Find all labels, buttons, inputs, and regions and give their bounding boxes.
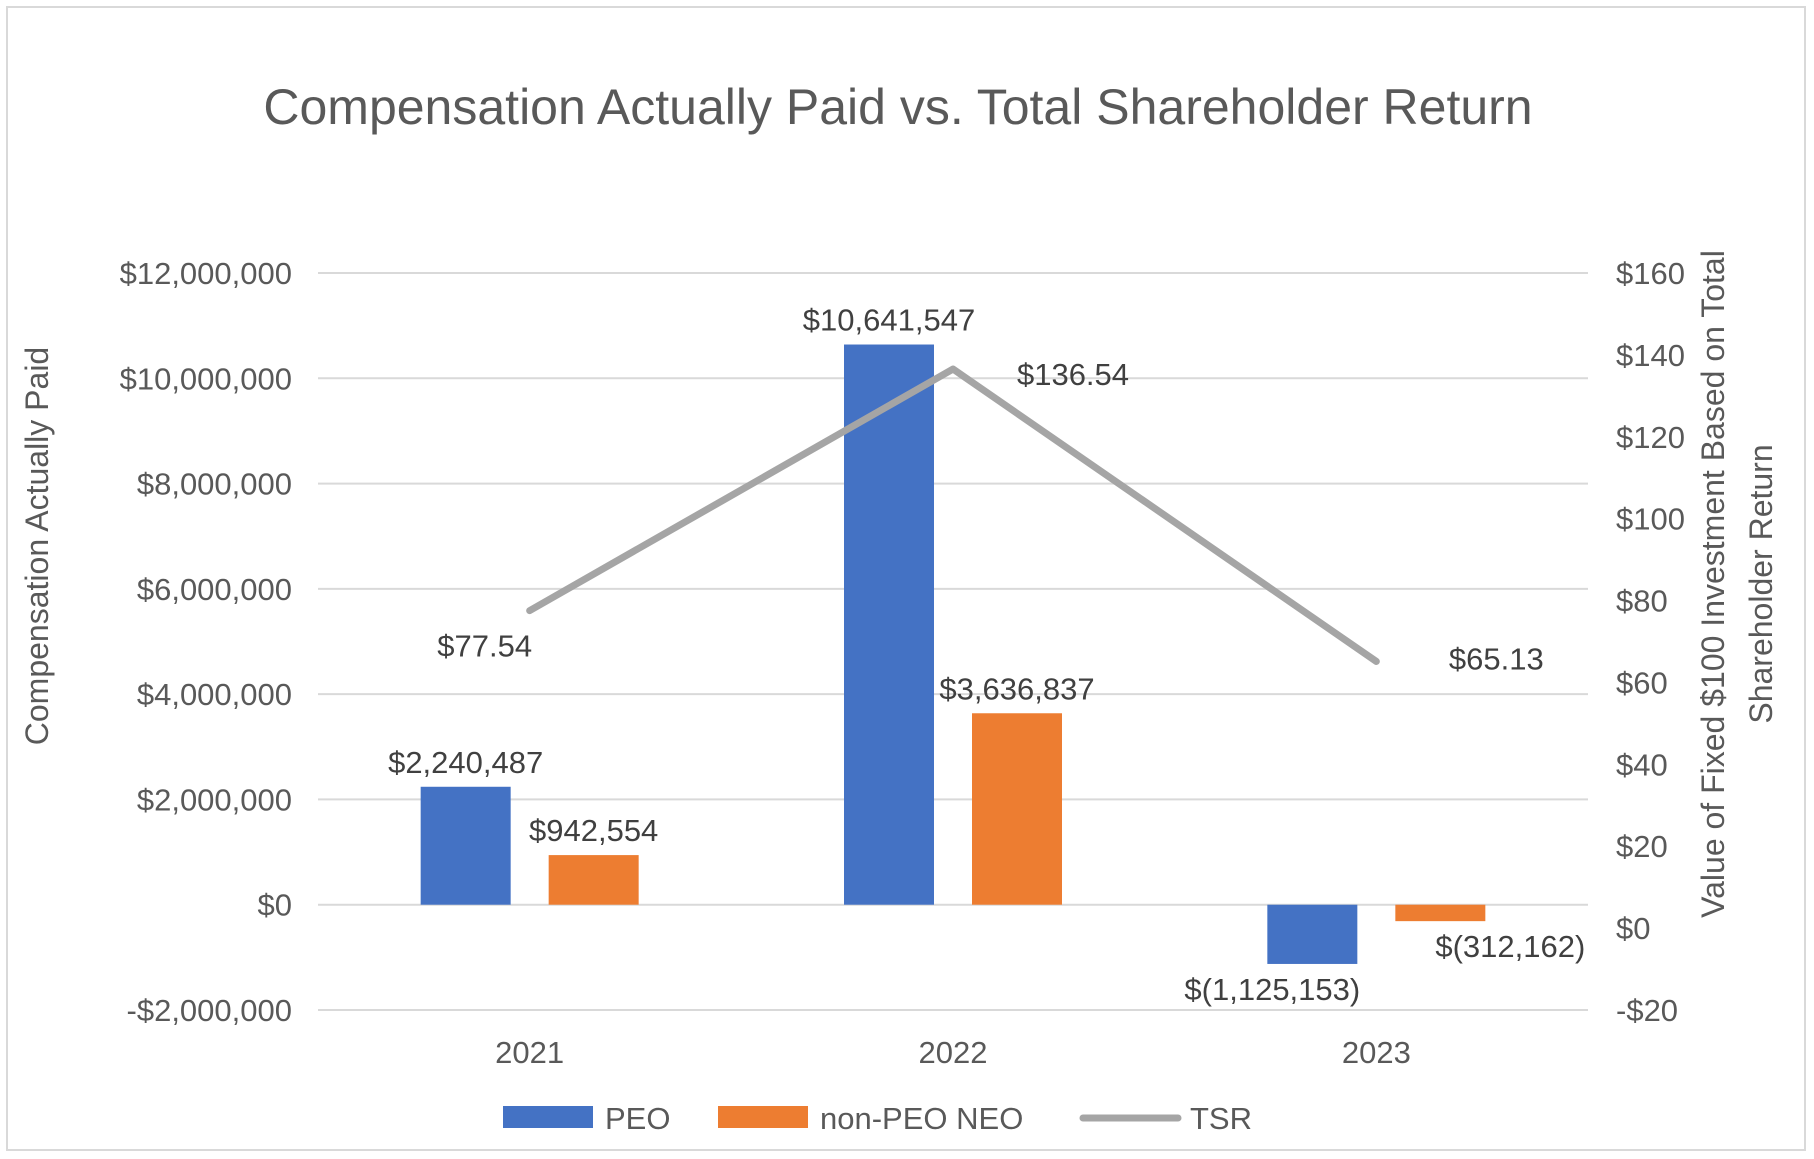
legend-swatch-non-peo-neo: [718, 1106, 808, 1128]
right-tick-label: -$20: [1616, 993, 1678, 1028]
tsr-line-layer: [526, 365, 1380, 665]
bar-data-label: $(1,125,153): [1184, 972, 1360, 1007]
data-labels: $2,240,487 $10,641,547 $(1,125,153) $942,55…: [388, 303, 1585, 1007]
left-tick-label: $2,000,000: [137, 782, 292, 817]
chart: Compensation Actually Paid vs. Total Sha…: [19, 79, 1779, 1136]
chart-title: Compensation Actually Paid vs. Total Sha…: [263, 79, 1532, 135]
tsr-data-label: $136.54: [1017, 357, 1129, 392]
right-tick-label: $140: [1616, 338, 1685, 373]
bar-peo: [420, 786, 511, 905]
legend-label-non-peo-neo: non-PEO NEO: [820, 1101, 1023, 1136]
left-tick-label: $6,000,000: [137, 572, 292, 607]
right-tick-label: $80: [1616, 584, 1668, 619]
right-tick-label: $100: [1616, 502, 1685, 537]
tsr-point: [526, 607, 533, 614]
right-tick-label: $120: [1616, 420, 1685, 455]
bar-peo: [844, 344, 934, 905]
tsr-data-label: $77.54: [437, 629, 532, 664]
bar-non-peo-neo: [972, 713, 1062, 905]
bar-peo: [1267, 904, 1358, 964]
left-axis-ticks: -$2,000,000 $0 $2,000,000 $4,000,000 $6,000,…: [120, 256, 292, 1028]
bar-non-peo-neo: [548, 855, 639, 905]
bar-non-peo-neo: [1395, 904, 1486, 922]
left-tick-label: $0: [258, 888, 292, 923]
legend-label-tsr: TSR: [1190, 1101, 1252, 1136]
category-label: 2021: [495, 1035, 564, 1070]
tsr-data-label: $65.13: [1449, 641, 1544, 676]
right-axis-ticks: -$20 $0 $20 $40 $60 $80 $100 $120 $140 $160: [1616, 256, 1685, 1028]
legend-swatch-peo: [503, 1106, 593, 1128]
tsr-point: [950, 366, 956, 373]
gridlines: [318, 272, 1588, 1011]
left-tick-label: $8,000,000: [137, 467, 292, 502]
bars: [420, 344, 1486, 964]
bar-data-label: $3,636,837: [939, 671, 1094, 706]
left-tick-label: $10,000,000: [120, 361, 292, 396]
tsr-point: [1373, 658, 1380, 665]
bar-data-label: $(312,162): [1435, 929, 1585, 964]
bar-data-label: $2,240,487: [388, 745, 543, 780]
category-label: 2023: [1342, 1035, 1411, 1070]
right-tick-label: $60: [1616, 665, 1668, 700]
right-tick-label: $40: [1616, 747, 1668, 782]
legend: PEO non-PEO NEO TSR: [503, 1101, 1252, 1136]
right-tick-label: $20: [1616, 829, 1668, 864]
category-labels: 2021 2022 2023: [495, 1035, 1411, 1070]
bar-data-label: $942,554: [529, 813, 658, 848]
chart-frame: Compensation Actually Paid vs. Total Sha…: [6, 6, 1806, 1151]
left-axis-title: Compensation Actually Paid: [19, 347, 55, 745]
right-axis-title-line1: Value of Fixed $100 Investment Based on …: [1695, 250, 1731, 918]
right-tick-label: $160: [1616, 256, 1685, 291]
right-tick-label: $0: [1616, 911, 1650, 946]
bar-data-label: $10,641,547: [803, 303, 975, 338]
left-tick-label: $4,000,000: [137, 677, 292, 712]
category-label: 2022: [919, 1035, 988, 1070]
right-axis-title-line2: Shareholder Return: [1743, 444, 1779, 723]
left-tick-label: -$2,000,000: [127, 993, 292, 1028]
legend-label-peo: PEO: [605, 1101, 670, 1136]
left-tick-label: $12,000,000: [120, 256, 292, 291]
tsr-line: [526, 365, 1380, 665]
